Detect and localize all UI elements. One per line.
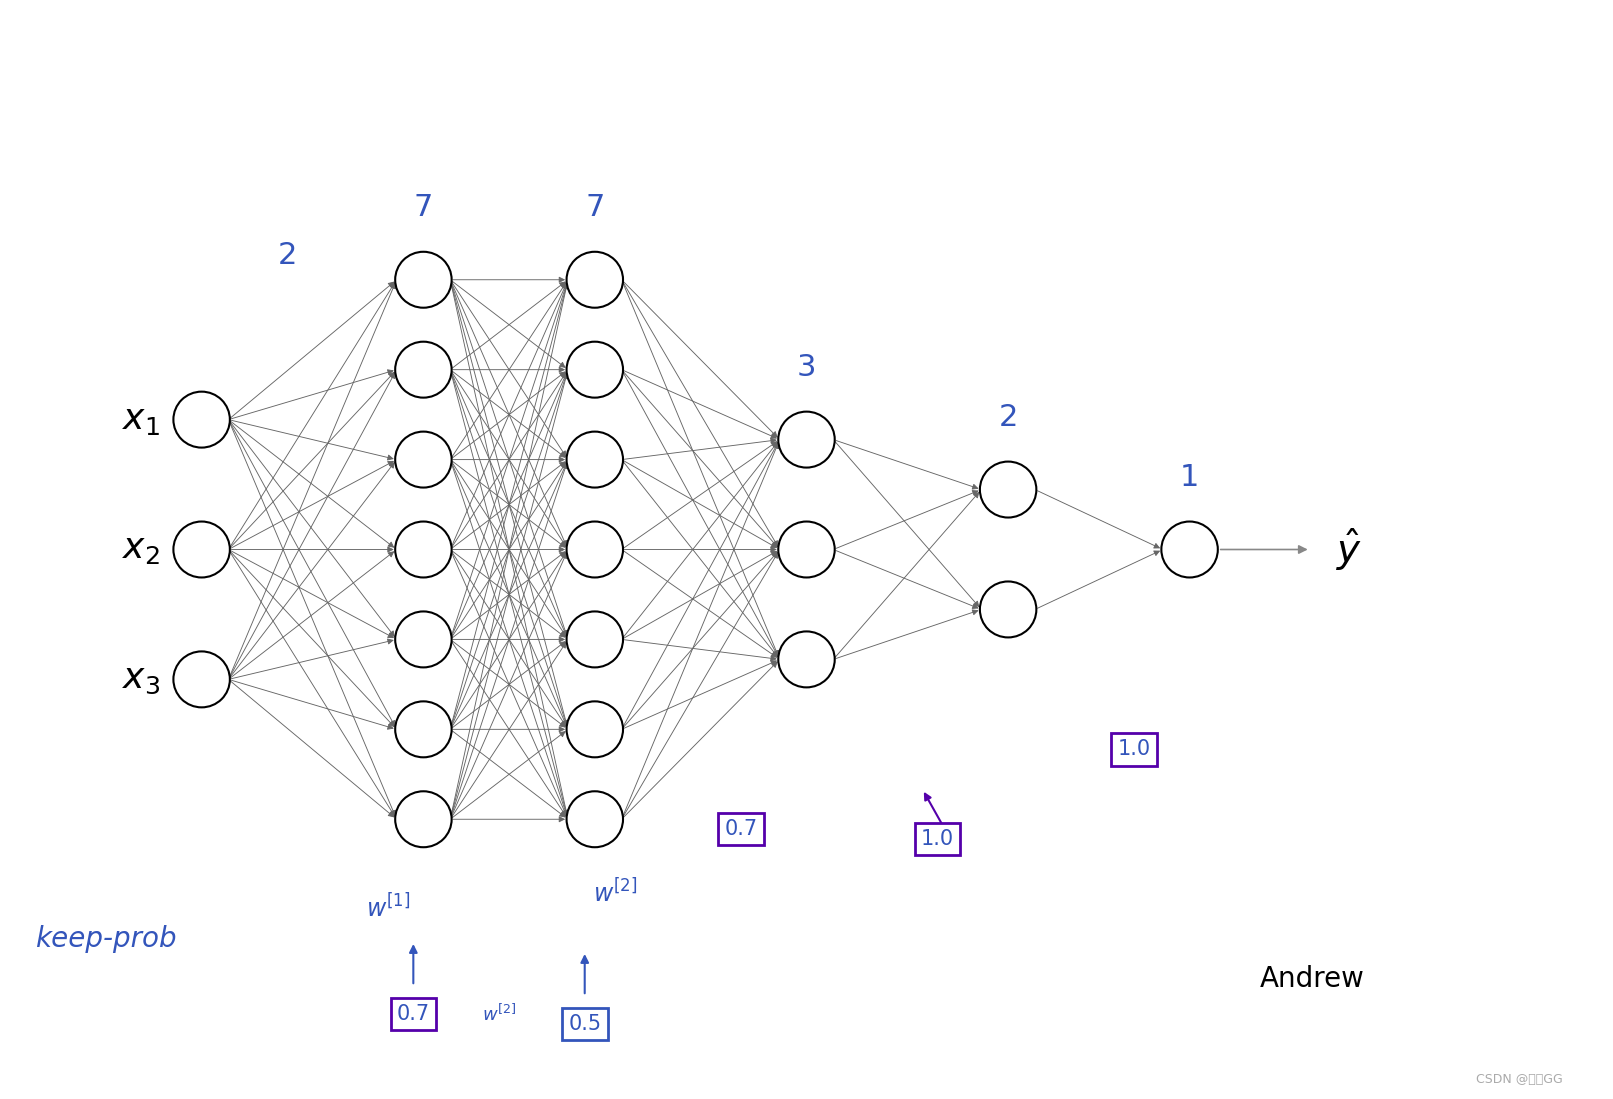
Circle shape	[395, 522, 452, 577]
Text: $w^{[2]}$: $w^{[2]}$	[482, 1003, 516, 1024]
Text: $\hat{y}$: $\hat{y}$	[1336, 526, 1361, 573]
Text: 0.5: 0.5	[568, 1014, 602, 1034]
Text: 1.0: 1.0	[1118, 740, 1150, 759]
Circle shape	[566, 611, 623, 667]
Text: 0.7: 0.7	[397, 1004, 431, 1024]
Text: keep-prob: keep-prob	[35, 925, 177, 953]
Circle shape	[777, 632, 836, 687]
Text: Andrew: Andrew	[1260, 965, 1365, 993]
Circle shape	[981, 462, 1036, 518]
Circle shape	[395, 252, 452, 308]
Text: 0.7: 0.7	[724, 819, 758, 840]
Text: $w^{[2]}$: $w^{[2]}$	[592, 879, 637, 908]
Circle shape	[566, 791, 623, 847]
Circle shape	[777, 412, 836, 467]
Circle shape	[395, 611, 452, 667]
Text: 1: 1	[1179, 463, 1200, 491]
Text: $x_2$: $x_2$	[123, 533, 160, 566]
Circle shape	[1161, 522, 1218, 577]
Text: 2: 2	[998, 402, 1018, 432]
Text: $w^{[1]}$: $w^{[1]}$	[366, 895, 410, 923]
Circle shape	[174, 652, 229, 708]
Circle shape	[566, 701, 623, 757]
Circle shape	[566, 432, 623, 488]
Circle shape	[395, 791, 452, 847]
Circle shape	[566, 522, 623, 577]
Circle shape	[566, 252, 623, 308]
Text: 2: 2	[277, 241, 297, 269]
Circle shape	[395, 342, 452, 398]
Circle shape	[174, 391, 229, 447]
Circle shape	[395, 701, 452, 757]
Text: $x_3$: $x_3$	[123, 663, 160, 697]
Circle shape	[174, 522, 229, 577]
Circle shape	[981, 581, 1036, 637]
Text: CSDN @妙妙GG: CSDN @妙妙GG	[1476, 1073, 1563, 1086]
Text: $x_1$: $x_1$	[123, 402, 160, 436]
Text: 7: 7	[413, 192, 434, 222]
Circle shape	[777, 522, 836, 577]
Text: 1.0: 1.0	[921, 830, 955, 850]
Circle shape	[395, 432, 452, 488]
Text: 7: 7	[586, 192, 605, 222]
Circle shape	[566, 342, 623, 398]
Text: 3: 3	[797, 353, 816, 381]
